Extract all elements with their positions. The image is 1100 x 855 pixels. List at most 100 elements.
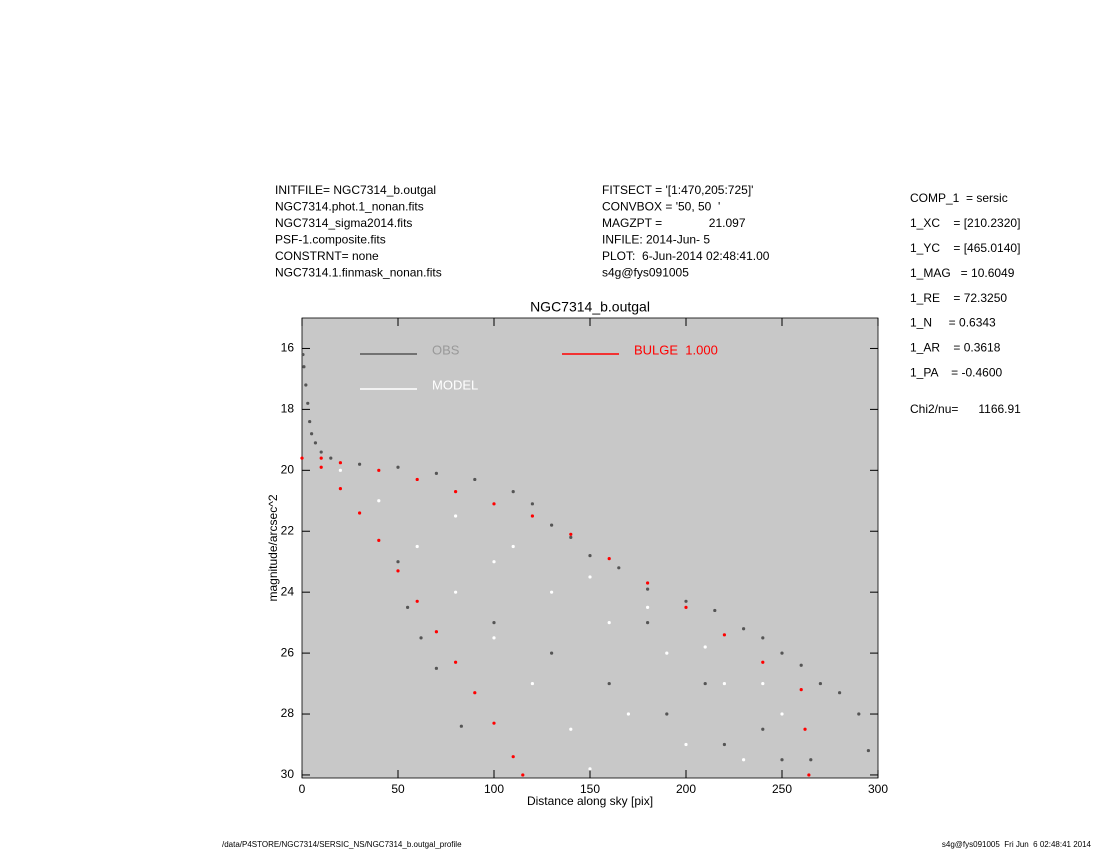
parameter-line: 1_RE = 72.3250 <box>910 291 1007 305</box>
data-point <box>396 569 400 573</box>
data-point <box>338 468 342 472</box>
data-point <box>454 590 458 594</box>
data-point <box>308 419 312 424</box>
y-tick-label: 26 <box>281 645 295 659</box>
data-point <box>511 490 515 494</box>
data-point <box>454 660 458 664</box>
data-point <box>338 461 342 465</box>
data-point <box>550 651 554 655</box>
data-point <box>492 560 496 564</box>
data-point <box>646 621 650 625</box>
data-point <box>857 712 861 716</box>
header-left-line: NGC7314.phot.1_nonan.fits <box>275 200 424 214</box>
data-point <box>742 758 746 762</box>
data-point <box>684 605 688 610</box>
y-tick-label: 22 <box>281 523 295 537</box>
data-point <box>511 544 515 549</box>
parameter-line: 1_AR = 0.3618 <box>910 341 1001 355</box>
parameter-line: COMP_1 = sersic <box>910 191 1008 205</box>
data-point <box>607 621 611 625</box>
header-left-line: CONSTRNT= none <box>275 249 379 263</box>
header-middle-line: MAGZPT = 21.097 <box>602 216 746 230</box>
data-point <box>358 462 362 466</box>
data-point <box>646 587 650 591</box>
x-tick-label: 100 <box>484 782 504 796</box>
data-point <box>807 773 811 777</box>
data-point <box>530 514 535 518</box>
data-point <box>302 365 306 369</box>
footer-left: /data/P4STORE/NGC7314/SERSIC_NS/NGC7314_… <box>222 840 462 849</box>
data-point <box>329 456 333 460</box>
data-point <box>358 511 362 515</box>
header-left-line: INITFILE= NGC7314_b.outgal <box>275 183 436 197</box>
data-point <box>396 465 400 469</box>
header-middle-line: PLOT: 6-Jun-2014 02:48:41.00 <box>602 249 770 263</box>
footer-right: s4g@fys091005 Fri Jun 6 02:48:41 2014 <box>942 840 1092 849</box>
data-point <box>415 544 419 549</box>
x-tick-label: 250 <box>772 782 792 796</box>
y-tick-label: 18 <box>281 402 295 416</box>
legend-label: OBS <box>432 342 460 357</box>
data-point <box>304 383 308 387</box>
y-tick-label: 24 <box>281 584 295 598</box>
header-middle-line: FITSECT = '[1:470,205:725]' <box>602 183 753 197</box>
y-axis-label: magnitude/arcsec^2 <box>266 494 280 601</box>
data-point <box>434 630 438 634</box>
data-point <box>703 681 707 686</box>
data-point <box>492 721 496 725</box>
legend-label: MODEL <box>432 377 478 392</box>
x-axis-label: Distance along sky [pix] <box>527 794 653 808</box>
data-point <box>780 758 784 762</box>
parameter-line: 1_N = 0.6343 <box>910 316 996 330</box>
parameter-line: 1_YC = [465.0140] <box>910 241 1020 255</box>
data-point <box>818 681 823 686</box>
x-tick-label: 50 <box>391 782 405 796</box>
header-left-line: NGC7314_sigma2014.fits <box>275 216 412 230</box>
data-point <box>761 660 765 664</box>
x-tick-label: 200 <box>676 782 696 796</box>
data-point <box>415 599 419 603</box>
data-point <box>722 742 727 747</box>
data-point <box>617 566 621 570</box>
parameter-line: 1_XC = [210.2320] <box>910 216 1020 230</box>
data-point <box>799 663 803 667</box>
y-tick-label: 30 <box>281 767 295 781</box>
data-point <box>319 465 323 469</box>
data-point <box>511 755 515 759</box>
data-point <box>809 758 813 762</box>
data-point <box>569 532 573 536</box>
plot-area <box>301 317 879 779</box>
data-point <box>319 450 323 454</box>
data-point <box>310 432 314 436</box>
data-point <box>607 681 611 686</box>
data-point <box>300 456 304 460</box>
header-left-line: NGC7314.1.finmask_nonan.fits <box>275 266 442 280</box>
data-point <box>665 712 669 716</box>
data-point <box>338 486 342 491</box>
data-point <box>684 742 688 747</box>
header-middle-line: s4g@fys091005 <box>602 266 689 280</box>
data-point <box>454 490 458 494</box>
data-point <box>377 468 381 472</box>
header-middle-line: CONVBOX = '50, 50 ' <box>602 200 720 214</box>
data-point <box>646 605 650 610</box>
data-point <box>434 471 438 475</box>
data-point <box>569 727 573 731</box>
data-point <box>530 681 535 686</box>
data-point <box>780 712 784 716</box>
data-point <box>550 523 554 527</box>
data-point <box>473 477 477 482</box>
data-point <box>722 681 727 686</box>
data-point <box>761 636 765 640</box>
data-point <box>713 608 717 613</box>
data-point <box>838 691 842 695</box>
data-point <box>588 767 592 771</box>
data-point <box>626 712 631 716</box>
data-point <box>761 681 765 686</box>
data-point <box>454 514 458 518</box>
y-tick-label: 16 <box>281 341 295 355</box>
data-point <box>521 773 525 777</box>
y-tick-label: 28 <box>281 706 295 720</box>
data-point <box>530 502 535 506</box>
data-point <box>780 651 784 655</box>
